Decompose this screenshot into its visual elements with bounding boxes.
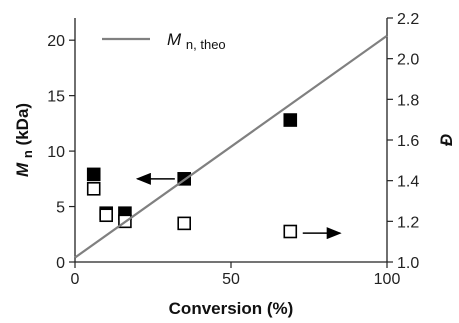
y-left-tick-label: 10 [47, 144, 65, 161]
y-right-tick-label: 1.8 [397, 92, 419, 109]
y-left-tick-label: 20 [47, 33, 65, 50]
y-left-axis-label-main: M [13, 162, 32, 177]
y-left-axis-label-unit: (kDa) [13, 103, 32, 146]
y-right-tick-label: 1.0 [397, 255, 419, 272]
legend-label-sub: n, theo [186, 37, 226, 52]
y-left-tick-label: 0 [56, 255, 65, 272]
x-tick-label: 50 [222, 271, 240, 288]
dispersity-open-square-point [99, 208, 113, 223]
y-right-tick-label: 1.6 [397, 133, 419, 150]
y-left-tick-label: 5 [56, 200, 65, 217]
x-tick-label: 100 [374, 271, 401, 288]
ticks-layer: 0 50 100 0 5 10 15 20 1.0 1.2 1.4 1.6 1.8 2.0 2.2 [47, 11, 419, 288]
y-right-tick-label: 2.2 [397, 11, 419, 28]
annotations-layer [135, 172, 342, 240]
legend-label-main: M [167, 30, 182, 49]
mn-filled-square-point [86, 167, 101, 182]
x-tick-label: 0 [71, 271, 80, 288]
dispersity-open-square-point [86, 182, 101, 196]
y-right-tick-label: 1.4 [397, 174, 419, 191]
x-axis-label: Conversion (%) [169, 299, 294, 318]
y-left-tick-label: 15 [47, 89, 65, 106]
y-right-axis-label: Đ [437, 134, 456, 146]
legend-label: M n, theo [167, 30, 226, 52]
y-right-tick-label: 1.2 [397, 214, 419, 231]
dispersity-open-square-point [283, 224, 298, 239]
legend: M n, theo [102, 30, 226, 52]
mn-filled-square-point [283, 113, 298, 127]
series-layer [74, 34, 388, 259]
dispersity-open-square-point [177, 216, 191, 231]
y-left-axis-label-sub: n [20, 150, 35, 158]
theory-line [74, 34, 388, 259]
y-left-axis-label: M n (kDa) [13, 103, 36, 177]
y-right-tick-label: 2.0 [397, 52, 419, 69]
